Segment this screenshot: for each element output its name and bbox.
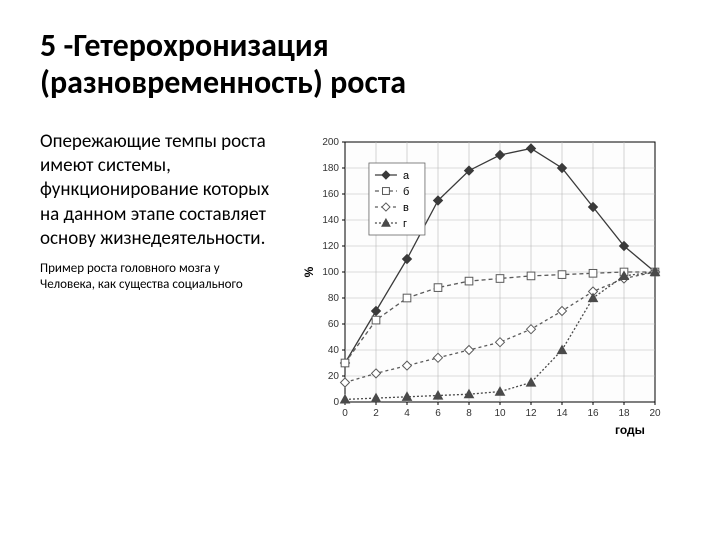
svg-text:16: 16 <box>587 408 599 419</box>
svg-text:20: 20 <box>327 371 339 382</box>
slide-title: 5 -Гетерохронизация (разновременность) р… <box>40 28 680 102</box>
text-column: Опережающие темпы роста имеют системы, ф… <box>40 130 275 294</box>
svg-text:%: % <box>302 266 316 277</box>
svg-text:80: 80 <box>327 293 339 304</box>
svg-text:200: 200 <box>322 137 339 148</box>
svg-text:140: 140 <box>322 215 339 226</box>
svg-text:14: 14 <box>556 408 568 419</box>
svg-text:180: 180 <box>322 163 339 174</box>
svg-text:160: 160 <box>322 189 339 200</box>
svg-text:20: 20 <box>649 408 661 419</box>
svg-text:100: 100 <box>322 267 339 278</box>
title-line-1: 5 -Гетерохронизация <box>40 26 329 65</box>
growth-chart: 0 20 40 60 80 100 120 140 160 180 200 0 2 4 6 8 10 12 14 16… <box>297 130 677 450</box>
svg-text:0: 0 <box>342 408 348 419</box>
svg-text:в: в <box>402 202 408 214</box>
svg-text:10: 10 <box>494 408 506 419</box>
body-paragraph: Опережающие темпы роста имеют системы, ф… <box>40 130 275 252</box>
svg-text:8: 8 <box>466 408 472 419</box>
svg-text:18: 18 <box>618 408 630 419</box>
svg-text:60: 60 <box>327 319 339 330</box>
svg-text:4: 4 <box>404 408 410 419</box>
svg-text:40: 40 <box>327 345 339 356</box>
chart-column: 0 20 40 60 80 100 120 140 160 180 200 0 2 4 6 8 10 12 14 16… <box>293 130 680 450</box>
svg-text:годы: годы <box>615 423 645 437</box>
caption-paragraph: Пример роста головного мозга у Человека,… <box>40 261 275 294</box>
svg-text:120: 120 <box>322 241 339 252</box>
svg-text:0: 0 <box>333 397 339 408</box>
content-row: Опережающие темпы роста имеют системы, ф… <box>40 130 680 450</box>
svg-text:12: 12 <box>525 408 537 419</box>
svg-text:г: г <box>402 218 406 230</box>
svg-text:2: 2 <box>373 408 379 419</box>
svg-text:а: а <box>402 170 409 182</box>
svg-text:6: 6 <box>435 408 441 419</box>
svg-text:б: б <box>402 186 408 198</box>
title-line-2: (разновременность) роста <box>40 63 406 102</box>
